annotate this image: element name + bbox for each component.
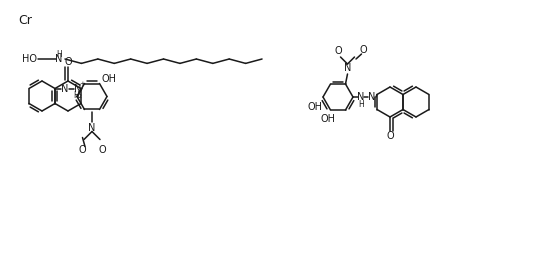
Text: N: N — [75, 83, 82, 93]
Text: HO: HO — [22, 54, 37, 64]
Text: OH: OH — [320, 114, 335, 124]
Text: N: N — [344, 63, 351, 73]
Text: O: O — [360, 45, 368, 55]
Text: H₂: H₂ — [73, 91, 82, 100]
Text: O: O — [78, 145, 86, 155]
Text: H: H — [358, 99, 364, 109]
Text: O: O — [335, 46, 342, 56]
Text: O: O — [386, 131, 394, 141]
Text: N: N — [55, 54, 63, 64]
Text: N: N — [358, 92, 365, 102]
Text: H: H — [56, 49, 62, 59]
Text: OH: OH — [102, 74, 117, 83]
Text: N: N — [61, 83, 69, 93]
Text: +: + — [79, 81, 85, 87]
Text: N: N — [368, 92, 376, 102]
Text: O: O — [64, 57, 72, 67]
Text: OH: OH — [307, 102, 322, 112]
Text: Cr: Cr — [18, 14, 32, 27]
Text: N: N — [88, 123, 96, 133]
Text: O: O — [98, 145, 106, 155]
